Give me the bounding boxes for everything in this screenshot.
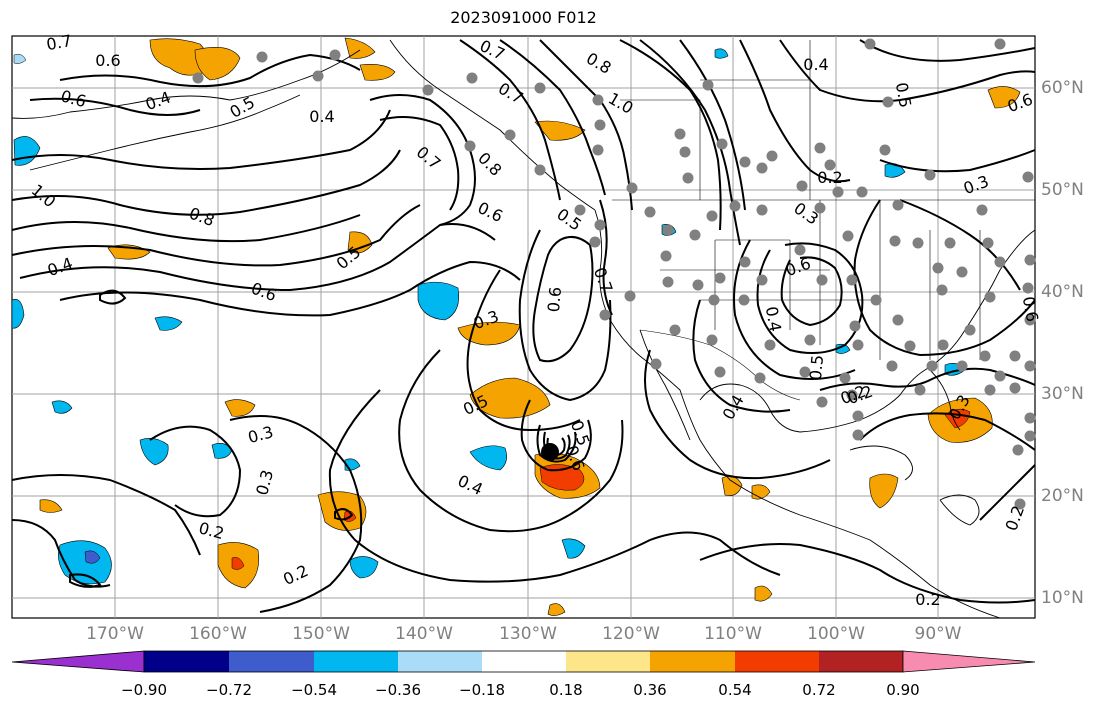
contour-label: 0.4 [803, 55, 828, 74]
contour-label: 0.2 [915, 590, 940, 609]
colorbar-tick-label: 0.18 [549, 681, 583, 699]
colorbar-tick-label: −0.72 [206, 681, 252, 699]
longitude-label: 160°W [189, 624, 247, 644]
colorbar-tick-label: 0.72 [802, 681, 836, 699]
storm-center [541, 443, 559, 461]
colorbar-tick-label: −0.18 [459, 681, 505, 699]
latitude-label: 60°N [1041, 78, 1084, 98]
longitude-label: 130°W [499, 624, 557, 644]
colorbar-cell [735, 651, 819, 672]
colorbar-cell [229, 651, 314, 672]
longitude-label: 100°W [807, 624, 865, 644]
political-borders [612, 40, 1035, 401]
longitude-label: 170°W [86, 624, 144, 644]
weak-negative-anomaly-areas [13, 53, 27, 64]
positive-anomaly-areas [39, 37, 1021, 616]
longitude-label: 150°W [292, 624, 350, 644]
latitude-label: 40°N [1041, 282, 1084, 302]
contour-label: 0.5 [806, 354, 827, 381]
longitude-label: 140°W [395, 624, 453, 644]
contour-label: 0.2 [817, 168, 842, 187]
colorbar-cell [650, 651, 735, 672]
contour-lines [11, 39, 1036, 613]
latitude-label: 10°N [1041, 588, 1084, 608]
colorbar-over-arrow [902, 650, 1036, 673]
colorbar-cell [819, 651, 903, 672]
longitude-label: 110°W [704, 624, 762, 644]
colorbar-tick-label: −0.90 [121, 681, 167, 699]
contour-label: 0.7 [45, 31, 73, 54]
contour-label: 0.4 [762, 305, 785, 333]
latitude-label: 30°N [1041, 384, 1084, 404]
grid-lines [12, 36, 1035, 618]
contour-label: 0.4 [309, 107, 334, 126]
colorbar-tick-label: 0.90 [886, 681, 920, 699]
station-dots [192, 38, 1036, 510]
colorbar-tick-label: −0.54 [291, 681, 337, 699]
colorbar-cell [398, 651, 482, 672]
colorbar-tick-label: 0.54 [718, 681, 752, 699]
map-title: 2023091000 F012 [450, 8, 597, 27]
contour-label: 0.6 [1019, 295, 1042, 323]
colorbar-tick-label: −0.36 [375, 681, 421, 699]
strong-negative-anomaly-areas [84, 550, 101, 564]
colorbar [11, 650, 1036, 673]
colorbar-under-arrow [11, 650, 145, 673]
colorbar-cell [144, 651, 229, 672]
contour-label: 0.5 [892, 81, 915, 109]
contour-label: 0.6 [95, 51, 120, 70]
colorbar-cell [314, 651, 398, 672]
colorbar-cell [566, 651, 650, 672]
contour-label: 0.6 [544, 286, 565, 313]
longitude-label: 90°W [914, 624, 962, 644]
colorbar-tick-label: 0.36 [633, 681, 667, 699]
longitude-label: 120°W [602, 624, 660, 644]
colorbar-cell [482, 651, 566, 672]
latitude-label: 20°N [1041, 486, 1084, 506]
latitude-label: 50°N [1041, 180, 1084, 200]
